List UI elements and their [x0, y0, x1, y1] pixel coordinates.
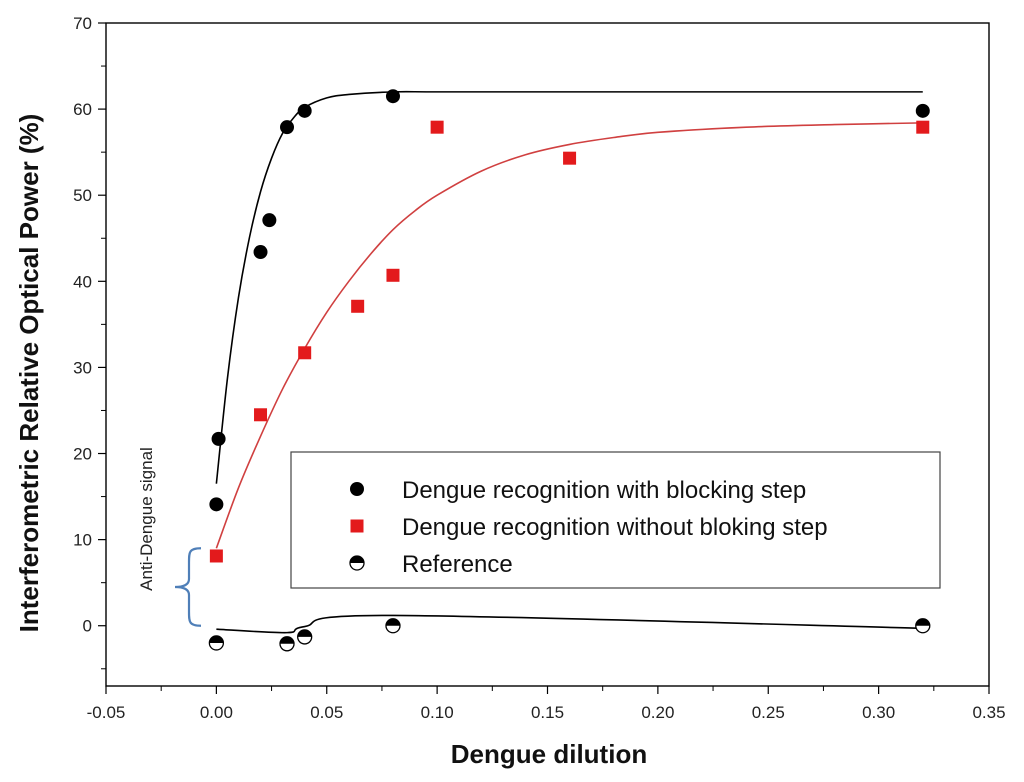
data-points: [208, 89, 931, 652]
data-point-series-0: [280, 120, 295, 135]
anti-dengue-label: Anti-Dengue signal: [137, 447, 156, 591]
fit-line-series-2: [216, 614, 923, 634]
legend-box: [290, 451, 941, 589]
data-point-series-1: [386, 268, 400, 282]
fit-line-series-1: [215, 122, 923, 549]
x-tick-label: 0.15: [531, 703, 564, 722]
y-axis-ticks: 0 10 20 30 40 50 60 70: [73, 14, 106, 670]
y-tick-label: 0: [83, 617, 92, 636]
x-axis-title: Dengue dilution: [451, 739, 647, 769]
y-tick-label: 60: [73, 100, 92, 119]
legend: Dengue recognition with blocking step Den…: [290, 451, 941, 589]
y-tick-label: 70: [73, 14, 92, 33]
y-tick-label: 50: [73, 186, 92, 205]
data-point-series-0: [262, 213, 277, 228]
y-tick-label: 10: [73, 531, 92, 550]
anti-dengue-bracket: [174, 547, 202, 627]
data-point-series-1: [563, 151, 577, 165]
data-point-series-0: [209, 497, 224, 512]
legend-label-0: Dengue recognition with blocking step: [402, 477, 806, 504]
data-point-series-1: [916, 120, 930, 134]
data-point-series-2: [385, 618, 401, 634]
y-tick-label: 20: [73, 445, 92, 464]
data-point-series-1: [351, 299, 365, 313]
annotation: Anti-Dengue signal: [137, 447, 202, 627]
legend-marker-0: [350, 482, 364, 496]
x-tick-label: 0.10: [421, 703, 454, 722]
data-point-series-0: [915, 103, 930, 118]
legend-label-1: Dengue recognition without bloking step: [402, 514, 828, 541]
x-axis-ticks: -0.05 0.00 0.05 0.10 0.15 0.20 0.25 0.30 0.35: [87, 686, 1006, 722]
data-point-series-2: [915, 618, 931, 634]
data-point-series-0: [297, 103, 312, 118]
legend-marker-2: [349, 555, 365, 571]
legend-label-2: Reference: [402, 551, 513, 578]
data-point-series-2: [297, 629, 313, 645]
fit-line-series-0: [215, 90, 923, 484]
x-tick-label: 0.25: [752, 703, 785, 722]
y-tick-label: 30: [73, 358, 92, 377]
data-point-series-1: [254, 408, 268, 422]
data-point-series-0: [253, 245, 268, 260]
data-point-series-1: [209, 549, 223, 563]
x-tick-label: 0.05: [310, 703, 343, 722]
x-tick-label: 0.20: [641, 703, 674, 722]
data-point-series-1: [298, 346, 312, 360]
x-tick-label: -0.05: [87, 703, 126, 722]
data-point-series-2: [208, 635, 225, 651]
y-tick-label: 40: [73, 272, 92, 291]
data-point-series-0: [385, 89, 400, 104]
y-axis-title: Interferometric Relative Optical Power (…: [14, 114, 44, 633]
x-tick-label: 0.35: [972, 703, 1005, 722]
data-point-series-0: [211, 431, 226, 446]
x-tick-label: 0.00: [200, 703, 233, 722]
x-tick-label: 0.30: [862, 703, 895, 722]
fit-curves: [215, 90, 923, 634]
data-point-series-1: [430, 120, 444, 134]
legend-marker-1: [350, 519, 364, 533]
data-point-series-2: [279, 636, 295, 652]
